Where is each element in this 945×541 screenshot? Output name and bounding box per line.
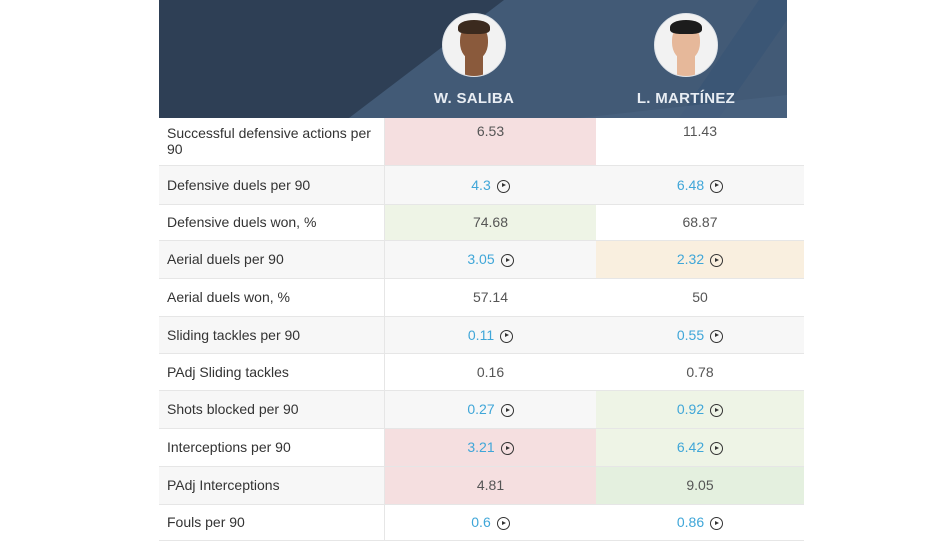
value-link[interactable]: 0.86 <box>676 514 705 530</box>
play-video-icon[interactable] <box>500 329 514 343</box>
table-row: Interceptions per 90 3.21 6.42 <box>159 428 804 467</box>
value-link[interactable]: 0.27 <box>467 401 495 417</box>
stat-label: Defensive duels won, % <box>159 204 385 241</box>
player-2-header[interactable]: L. MARTÍNEZ <box>596 13 776 107</box>
player-1-value[interactable]: 0.27 <box>384 390 596 429</box>
value-link[interactable]: 4.3 <box>471 176 491 193</box>
play-video-icon[interactable] <box>496 179 510 193</box>
play-video-icon[interactable] <box>710 404 724 417</box>
table-row: Fouls per 90 0.6 0.86 <box>159 504 804 541</box>
play-video-icon[interactable] <box>710 254 724 267</box>
value-link[interactable]: 0.92 <box>676 401 705 417</box>
stat-label: Aerial duels per 90 <box>159 240 385 279</box>
stat-label: Fouls per 90 <box>159 504 385 541</box>
table-row: PAdj Sliding tackles 0.16 0.78 <box>159 353 804 391</box>
stat-label: PAdj Sliding tackles <box>159 353 385 391</box>
player-1-value[interactable]: 0.6 <box>384 504 596 541</box>
value-link[interactable]: 2.32 <box>676 251 705 267</box>
player-1-value[interactable]: 3.21 <box>384 428 596 467</box>
player-2-value: 11.43 <box>596 118 804 166</box>
play-video-icon[interactable] <box>500 404 514 417</box>
play-video-icon[interactable] <box>710 517 724 530</box>
player-2-name[interactable]: L. MARTÍNEZ <box>636 90 736 107</box>
player-2-value[interactable]: 0.86 <box>596 504 804 541</box>
player-2-value[interactable]: 0.55 <box>596 316 804 354</box>
table-row: Defensive duels won, % 74.68 68.87 <box>159 204 804 241</box>
avatar[interactable] <box>442 13 506 77</box>
play-video-icon[interactable] <box>500 442 514 455</box>
player-1-value: 6.53 <box>384 118 596 166</box>
player-1-header[interactable]: W. SALIBA <box>384 13 564 107</box>
stat-label: Interceptions per 90 <box>159 428 385 467</box>
table-row: Shots blocked per 90 0.27 0.92 <box>159 390 804 429</box>
play-video-icon[interactable] <box>500 254 514 267</box>
player-1-value[interactable]: 3.05 <box>384 240 596 279</box>
table-row: Successful defensive actions per 90 6.53… <box>159 118 804 166</box>
stats-table: Successful defensive actions per 90 6.53… <box>159 118 804 541</box>
player-1-name[interactable]: W. SALIBA <box>433 90 515 107</box>
play-video-icon[interactable] <box>710 179 724 193</box>
player-1-value: 57.14 <box>384 278 596 317</box>
table-row: Defensive duels per 90 4.3 6.48 <box>159 165 804 205</box>
player-2-value[interactable]: 0.92 <box>596 390 804 429</box>
value-link[interactable]: 3.05 <box>467 251 495 267</box>
value-link[interactable]: 3.21 <box>467 439 495 455</box>
stat-label: PAdj Interceptions <box>159 466 385 505</box>
play-video-icon[interactable] <box>710 442 724 455</box>
value-link[interactable]: 0.11 <box>467 326 495 343</box>
comparison-header: W. SALIBA L. MARTÍNEZ <box>159 0 787 118</box>
value-link[interactable]: 0.6 <box>471 514 491 530</box>
stat-label: Shots blocked per 90 <box>159 390 385 429</box>
play-video-icon[interactable] <box>496 517 510 530</box>
stat-label: Defensive duels per 90 <box>159 165 385 205</box>
player-2-value: 50 <box>596 278 804 317</box>
avatar[interactable] <box>654 13 718 77</box>
player-1-value[interactable]: 0.11 <box>384 316 596 354</box>
player-comparison: W. SALIBA L. MARTÍNEZ Successful defensi… <box>159 0 804 541</box>
player-1-value: 0.16 <box>384 353 596 391</box>
table-row: Sliding tackles per 90 0.11 0.55 <box>159 316 804 354</box>
table-row: Aerial duels per 90 3.05 2.32 <box>159 240 804 279</box>
value-link[interactable]: 6.42 <box>676 439 705 455</box>
table-row: PAdj Interceptions 4.81 9.05 <box>159 466 804 505</box>
player-1-value: 4.81 <box>384 466 596 505</box>
player-1-value[interactable]: 4.3 <box>384 165 596 205</box>
player-2-value[interactable]: 6.48 <box>596 165 804 205</box>
stat-label: Sliding tackles per 90 <box>159 316 385 354</box>
value-link[interactable]: 6.48 <box>676 176 705 193</box>
player-2-value: 68.87 <box>596 204 804 241</box>
player-2-value: 9.05 <box>596 466 804 505</box>
stat-label: Aerial duels won, % <box>159 278 385 317</box>
value-link[interactable]: 0.55 <box>676 326 705 343</box>
player-2-value[interactable]: 6.42 <box>596 428 804 467</box>
table-row: Aerial duels won, % 57.14 50 <box>159 278 804 317</box>
stat-label: Successful defensive actions per 90 <box>159 118 385 166</box>
play-video-icon[interactable] <box>710 329 724 343</box>
player-2-value: 0.78 <box>596 353 804 391</box>
player-2-value[interactable]: 2.32 <box>596 240 804 279</box>
player-1-value: 74.68 <box>384 204 596 241</box>
